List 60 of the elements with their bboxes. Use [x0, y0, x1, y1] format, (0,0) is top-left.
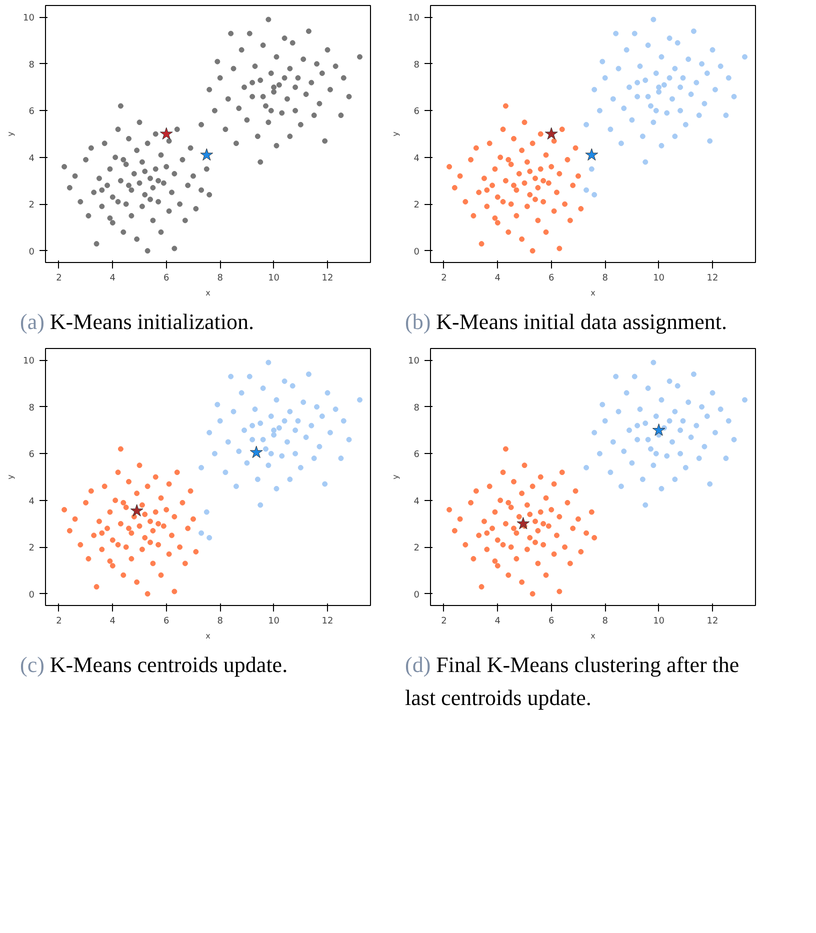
y-tick-label: 0 — [28, 590, 35, 600]
x-tick-label: 10 — [653, 616, 665, 626]
x-tick-label: 6 — [548, 274, 555, 284]
y-tick-label: 4 — [414, 496, 420, 507]
y-axis-title: y — [391, 131, 400, 136]
text: (d) Final K-Means clustering after the last centroids update. — [405, 651, 740, 712]
y-tick-label: 0 — [414, 247, 420, 258]
y-tick-label: 2 — [414, 544, 420, 554]
x-axis-title: x — [590, 632, 596, 640]
y-tick-label: 8 — [414, 60, 420, 70]
y-tick-label: 4 — [414, 154, 420, 164]
x-tick-label: 2 — [441, 616, 447, 626]
x-tick-label: 8 — [217, 274, 224, 284]
x-tick-label: 2 — [441, 274, 447, 284]
x-axis-title: x — [206, 288, 211, 298]
y-axis-title: y — [6, 131, 16, 136]
text: (a) K-Means initialization. — [20, 308, 254, 336]
text: (b) K-Means initial data assignment. — [405, 308, 727, 336]
y-tick-label: 6 — [414, 107, 420, 118]
x-tick-label: 8 — [217, 616, 224, 626]
y-tick-label: 10 — [408, 356, 420, 367]
y-tick-label: 2 — [28, 200, 35, 211]
x-tick-label: 4 — [110, 274, 116, 284]
x-tick-label: 10 — [268, 274, 280, 284]
y-tick-label: 2 — [414, 200, 420, 211]
text: (c) K-Means centroids update. — [20, 651, 288, 679]
x-tick-label: 2 — [56, 274, 62, 284]
y-tick-label: 0 — [28, 247, 35, 258]
x-tick-label: 12 — [706, 616, 718, 626]
x-tick-label: 6 — [548, 616, 555, 626]
y-tick-label: 0 — [414, 590, 420, 600]
x-tick-label: 12 — [322, 616, 334, 626]
x-tick-label: 4 — [110, 616, 116, 626]
y-tick-label: 2 — [28, 544, 35, 554]
y-tick-label: 4 — [28, 154, 35, 164]
x-tick-label: 4 — [494, 616, 501, 626]
y-tick-label: 10 — [408, 14, 420, 24]
y-tick-label: 8 — [28, 60, 35, 70]
x-tick-label: 12 — [706, 274, 718, 284]
y-axis-title: y — [6, 474, 16, 480]
y-tick-label: 6 — [28, 450, 35, 460]
x-tick-label: 4 — [494, 274, 501, 284]
x-tick-label: 6 — [164, 616, 170, 626]
x-tick-label: 10 — [653, 274, 665, 284]
y-tick-label: 6 — [414, 450, 420, 460]
x-tick-label: 10 — [268, 616, 280, 626]
x-tick-label: 8 — [602, 274, 608, 284]
y-tick-label: 6 — [28, 107, 35, 118]
y-tick-label: 4 — [28, 496, 35, 507]
x-tick-label: 12 — [322, 274, 334, 284]
x-tick-label: 8 — [602, 616, 608, 626]
x-axis-title: x — [590, 288, 596, 298]
x-tick-label: 2 — [56, 616, 62, 626]
y-tick-label: 10 — [23, 356, 35, 367]
y-tick-label: 8 — [28, 403, 35, 414]
x-tick-label: 6 — [164, 274, 170, 284]
x-axis-title: x — [206, 632, 211, 640]
y-tick-label: 10 — [23, 14, 35, 24]
y-tick-label: 8 — [414, 403, 420, 414]
y-axis-title: y — [391, 474, 400, 480]
